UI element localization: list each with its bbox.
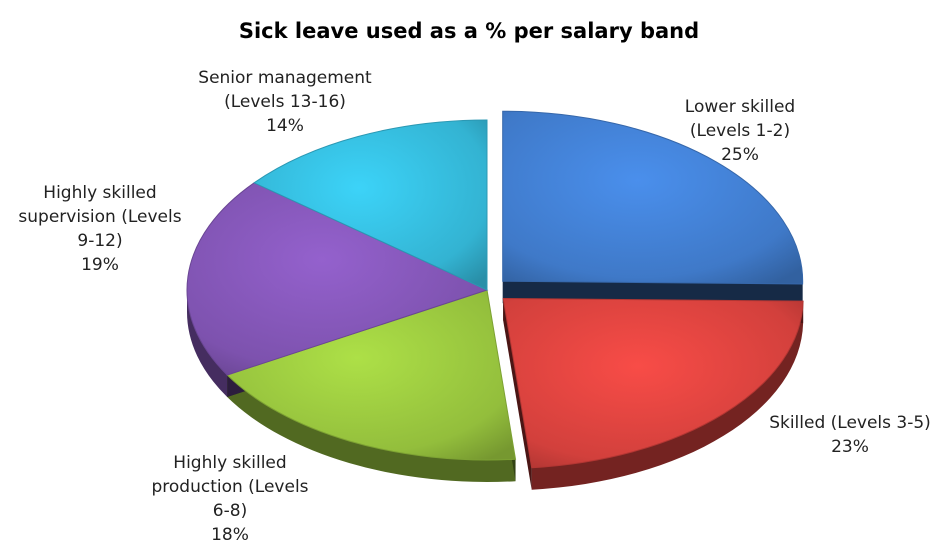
slice-label-line-1-0: Skilled (Levels 3-5) (769, 413, 931, 433)
pie-slice-4 (253, 119, 488, 291)
slice-label-4: Senior management (Levels 13-16) 14% (198, 68, 372, 136)
slice-value-2: 18% (211, 525, 249, 545)
pie-slice-side-2-0 (227, 375, 516, 482)
slice-label-line-3-0: Highly skilled (43, 183, 156, 203)
slice-label-3: Highly skilled supervision (Levels 9-12) 19… (18, 183, 181, 275)
slice-label-1: Skilled (Levels 3-5) 23% (769, 413, 931, 457)
pie-slice-1 (502, 297, 804, 469)
slice-label-2: Highly skilled production (Levels 6-8) 18% (151, 453, 308, 545)
pie-slice-side-1-0 (531, 301, 804, 490)
chart-title: Sick leave used as a % per salary band (239, 19, 699, 43)
slice-label-line-0-0: Lower skilled (685, 97, 795, 117)
slice-label-line-4-1: (Levels 13-16) (224, 92, 346, 112)
slice-label-line-3-1: supervision (Levels (18, 207, 181, 227)
pie-slice-0 (502, 110, 804, 285)
slice-label-line-2-1: production (Levels (151, 477, 308, 497)
pie-slice-3 (186, 182, 489, 376)
slice-label-line-4-0: Senior management (198, 68, 372, 88)
slice-value-0: 25% (721, 145, 759, 165)
slice-label-line-0-1: (Levels 1-2) (690, 121, 790, 141)
pie-slice-wall-1-1 (503, 298, 532, 490)
slice-value-3: 19% (81, 255, 119, 275)
slice-label-line-2-0: Highly skilled (173, 453, 286, 473)
slice-label-0: Lower skilled (Levels 1-2) 25% (685, 97, 795, 165)
slice-label-line-2-2: 6-8) (213, 501, 247, 521)
pie-slice-2 (226, 289, 517, 461)
slice-label-line-3-2: 9-12) (77, 231, 122, 251)
slice-value-4: 14% (266, 116, 304, 136)
slice-value-1: 23% (831, 437, 869, 457)
pie-slice-side-3-0 (187, 290, 228, 397)
